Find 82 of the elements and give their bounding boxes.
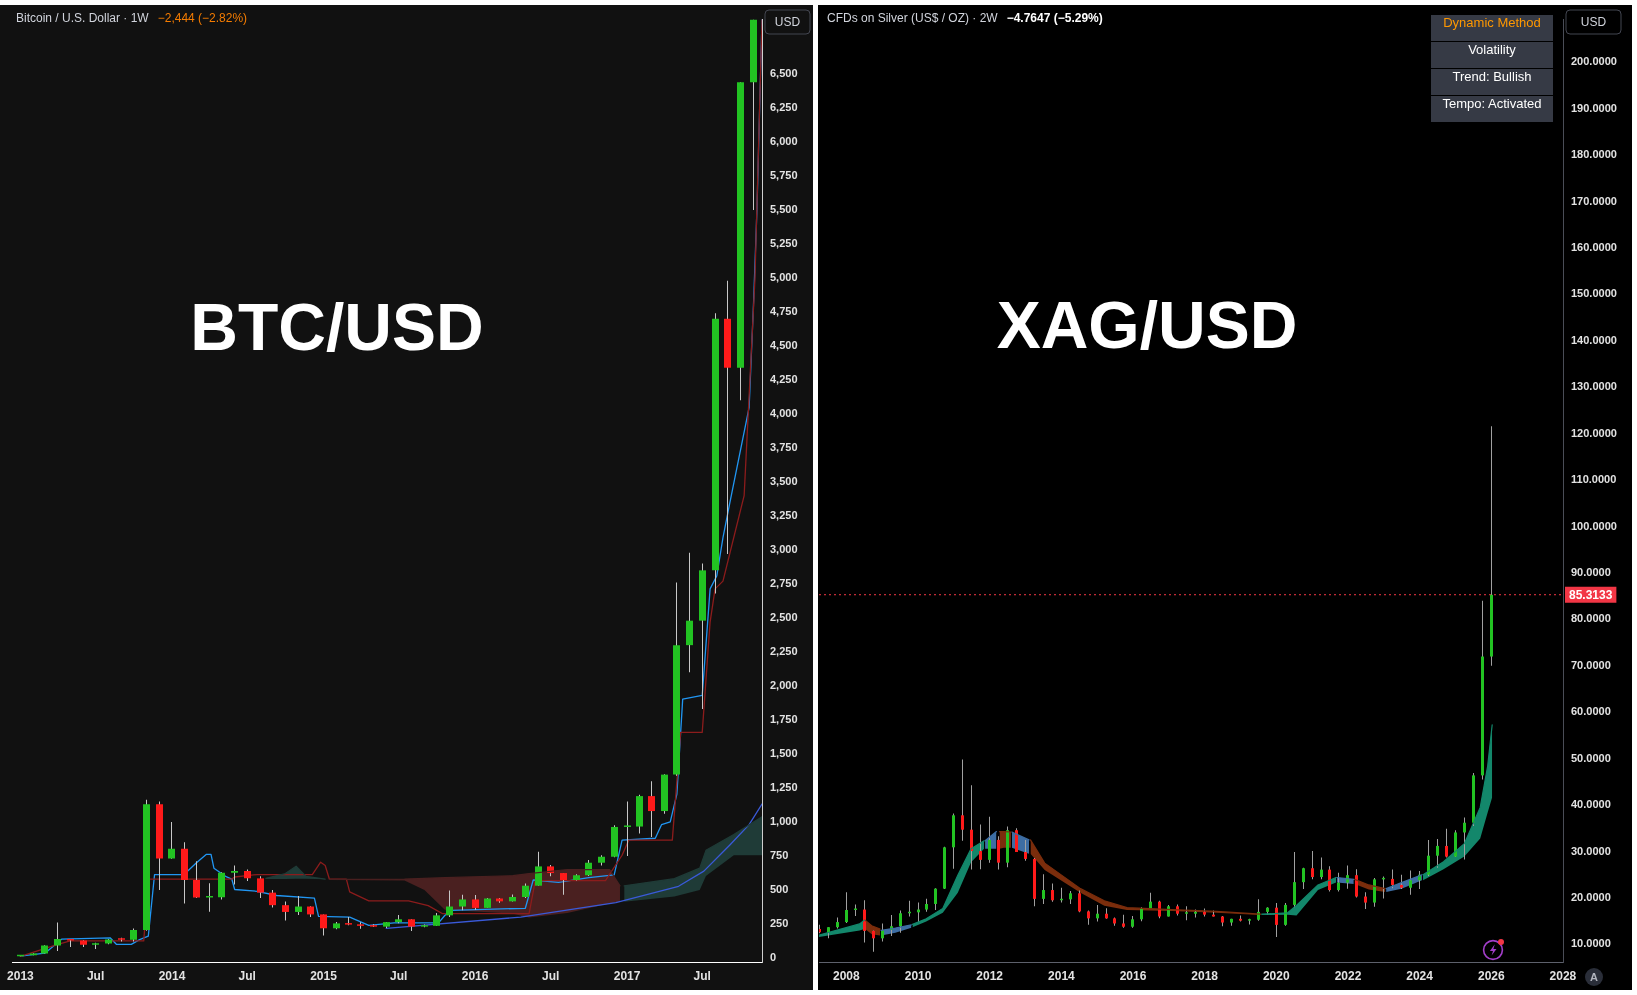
annotation: Tempo: Activated bbox=[1431, 96, 1553, 122]
y-tick-label: 110.0000 bbox=[1571, 473, 1617, 486]
y-tick-label: 190.0000 bbox=[1571, 101, 1617, 114]
y-tick-label: 5,500 bbox=[770, 203, 798, 216]
y-tick-label: 6,000 bbox=[770, 135, 798, 148]
y-tick-label: 5,750 bbox=[770, 169, 798, 182]
y-tick-label: 1,750 bbox=[770, 712, 798, 725]
x-tick-label: 2028 bbox=[1549, 968, 1577, 983]
annotation: BTC/USD bbox=[190, 290, 484, 365]
y-tick-label: 3,500 bbox=[770, 474, 798, 487]
y-tick-label: 4,500 bbox=[770, 339, 798, 351]
x-tick-label: 2018 bbox=[1191, 968, 1219, 983]
x-tick-label: 2020 bbox=[1262, 968, 1290, 983]
x-tick-label: 2017 bbox=[613, 968, 641, 983]
x-tick-label: 2016 bbox=[1119, 968, 1147, 983]
y-tick-label: 1,500 bbox=[770, 746, 798, 759]
chart-title: CFDs on Silver (US$ / OZ) · 2W bbox=[827, 11, 999, 26]
annotation: Trend: Bullish bbox=[1431, 69, 1553, 95]
y-tick-label: 2,500 bbox=[770, 610, 798, 623]
y-tick-label: 50.0000 bbox=[1571, 751, 1611, 764]
y-tick-label: 60.0000 bbox=[1571, 705, 1611, 718]
y-tick-label: 6,250 bbox=[770, 101, 798, 114]
ref-line-label: 85.3133 bbox=[1569, 588, 1613, 603]
y-tick-label: 1,000 bbox=[770, 814, 798, 827]
y-tick-label: 10.0000 bbox=[1571, 937, 1611, 950]
x-tick-label: 2013 bbox=[7, 968, 35, 983]
y-tick-label: 120.0000 bbox=[1571, 426, 1617, 439]
y-tick-label: 250 bbox=[770, 916, 789, 929]
y-tick-label: 160.0000 bbox=[1571, 241, 1617, 254]
x-tick-label: Jul bbox=[541, 968, 560, 983]
x-tick-label: 2016 bbox=[461, 968, 489, 983]
y-tick-label: 4,250 bbox=[770, 373, 798, 385]
y-tick-label: 150.0000 bbox=[1571, 287, 1617, 300]
y-axis-title: USD bbox=[774, 15, 801, 30]
chart-subtitle: −4.7647 (−5.29%) bbox=[1006, 11, 1103, 26]
x-tick-label: 2015 bbox=[310, 968, 338, 983]
x-tick-label: Jul bbox=[693, 968, 711, 983]
y-tick-label: 200.0000 bbox=[1571, 55, 1617, 68]
y-tick-label: 90.0000 bbox=[1571, 566, 1611, 578]
y-tick-label: 4,000 bbox=[770, 407, 798, 419]
x-tick-label: 2022 bbox=[1334, 968, 1362, 983]
y-tick-label: 4,750 bbox=[770, 305, 798, 318]
chart-title: Bitcoin / U.S. Dollar · 1W bbox=[16, 11, 150, 26]
y-tick-label: 2,000 bbox=[770, 678, 798, 691]
x-tick-label: 2014 bbox=[1048, 968, 1076, 983]
y-tick-label: 2,250 bbox=[770, 644, 798, 657]
y-tick-label: 3,750 bbox=[770, 440, 798, 453]
y-tick-label: 40.0000 bbox=[1571, 798, 1611, 811]
x-tick-label: 2024 bbox=[1406, 968, 1434, 983]
y-tick-label: 2,750 bbox=[770, 576, 798, 589]
y-tick-label: 3,000 bbox=[770, 542, 798, 555]
annotation: XAG/USD bbox=[996, 288, 1298, 363]
x-tick-label: Jul bbox=[390, 968, 408, 983]
y-tick-label: 5,250 bbox=[770, 237, 798, 250]
y-tick-label: 80.0000 bbox=[1571, 612, 1611, 625]
y-tick-label: 100.0000 bbox=[1571, 519, 1617, 532]
x-tick-label: 2008 bbox=[833, 968, 861, 983]
y-tick-label: 6,500 bbox=[770, 67, 798, 80]
x-tick-label: 2026 bbox=[1477, 968, 1505, 983]
y-tick-label: 30.0000 bbox=[1571, 844, 1611, 857]
y-tick-label: 170.0000 bbox=[1571, 194, 1617, 207]
y-tick-label: 5,000 bbox=[770, 271, 798, 284]
y-tick-label: 180.0000 bbox=[1571, 148, 1617, 161]
y-tick-label: 500 bbox=[770, 882, 789, 895]
annotation: Volatility bbox=[1431, 42, 1553, 68]
y-tick-label: 140.0000 bbox=[1571, 333, 1617, 346]
y-tick-label: 750 bbox=[770, 848, 789, 861]
y-axis-title: USD bbox=[1580, 15, 1607, 30]
x-tick-label: Jul bbox=[86, 968, 105, 983]
y-tick-label: 70.0000 bbox=[1571, 658, 1611, 671]
y-tick-label: 20.0000 bbox=[1571, 890, 1611, 903]
x-tick-label: Jul bbox=[238, 968, 256, 983]
y-tick-label: 3,250 bbox=[770, 508, 798, 521]
candlestick bbox=[624, 801, 631, 856]
x-tick-label: 2010 bbox=[904, 968, 932, 983]
annotation: Dynamic Method bbox=[1431, 15, 1553, 41]
y-tick-label: 1,250 bbox=[770, 780, 798, 793]
y-tick-label: 130.0000 bbox=[1571, 380, 1617, 393]
x-tick-label: 2014 bbox=[158, 968, 186, 983]
x-tick-label: 2012 bbox=[976, 968, 1004, 983]
chart-subtitle: −2,444 (−2.82%) bbox=[157, 11, 248, 26]
y-tick-label: 0 bbox=[770, 950, 777, 963]
